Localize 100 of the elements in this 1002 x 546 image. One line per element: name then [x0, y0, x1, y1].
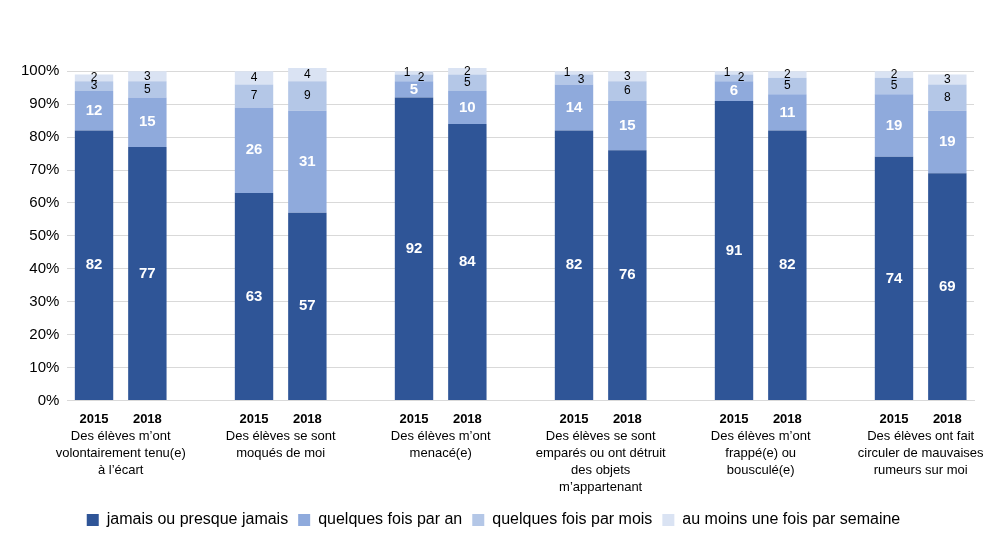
- data-label: 82: [779, 255, 796, 273]
- bar: [554, 84, 594, 131]
- data-label: 3: [624, 68, 631, 83]
- data-label: 3: [943, 71, 951, 86]
- bar: [608, 81, 647, 101]
- data-label: 9: [304, 88, 312, 103]
- data-label: 82: [565, 255, 583, 273]
- data-label: 74: [885, 268, 903, 286]
- y-tick-label: 70%: [29, 160, 60, 178]
- bar: [768, 130, 807, 400]
- data-label: 84: [459, 252, 477, 270]
- data-label: 5: [784, 78, 791, 93]
- data-label: 5: [144, 81, 152, 96]
- data-label: 1: [723, 65, 731, 80]
- x-tick-label: 2015: [239, 410, 269, 426]
- bar: [234, 71, 274, 85]
- x-tick-label: 2015: [559, 410, 589, 426]
- data-label: 10: [459, 97, 476, 115]
- bar: [714, 100, 754, 400]
- data-label: 11: [779, 102, 796, 120]
- data-label: 1: [563, 65, 571, 80]
- bar: [928, 110, 967, 174]
- data-label: 31: [299, 151, 316, 169]
- x-tick-label: 2018: [932, 410, 962, 426]
- bar: [128, 146, 167, 400]
- legend-label: quelques fois par an: [318, 510, 463, 528]
- data-label: 5: [464, 75, 472, 90]
- bar: [74, 130, 114, 400]
- data-label: 3: [144, 68, 152, 83]
- y-tick-label: 90%: [29, 94, 60, 112]
- data-label: 4: [304, 66, 312, 81]
- bar: [288, 212, 327, 400]
- y-tick-label: 20%: [29, 324, 60, 342]
- data-label: 1: [403, 65, 411, 80]
- x-tick-label: 2015: [879, 410, 909, 426]
- bar: [608, 71, 647, 82]
- y-tick-label: 100%: [20, 61, 60, 79]
- bar: [874, 71, 914, 78]
- bar: [234, 107, 274, 194]
- data-label: 77: [139, 263, 156, 281]
- bar: [928, 173, 967, 400]
- data-label: 6: [729, 81, 739, 99]
- bar: [288, 68, 327, 82]
- y-tick-label: 30%: [29, 291, 60, 309]
- data-label: 15: [619, 115, 636, 133]
- bar: [768, 71, 807, 78]
- bar: [448, 68, 487, 75]
- y-tick-label: 60%: [29, 193, 60, 211]
- x-tick-label: 2015: [399, 410, 429, 426]
- data-label: 3: [577, 71, 585, 86]
- data-label: 2: [737, 70, 745, 85]
- text: Des élèves se sont moqués de moi: [225, 428, 336, 461]
- data-label: 5: [890, 78, 898, 93]
- text: Des élèves m’ont volontairement tenu(e) à l’écart: [55, 428, 186, 478]
- data-label: 2: [464, 63, 472, 78]
- y-tick-label: 50%: [29, 225, 60, 243]
- bar: [74, 91, 114, 131]
- bar: [234, 193, 274, 400]
- data-label: 57: [299, 296, 316, 314]
- legend-label: quelques fois par mois: [492, 510, 653, 528]
- bar: [128, 81, 167, 98]
- data-label: 92: [405, 238, 423, 256]
- data-label: 12: [85, 100, 103, 118]
- data-label: 2: [417, 70, 425, 85]
- x-tick-label: 2018: [292, 410, 322, 426]
- x-tick-label: 2018: [612, 410, 642, 426]
- data-label: 69: [938, 276, 956, 294]
- x-tick-label: 2015: [719, 410, 749, 426]
- data-label: 5: [409, 79, 419, 97]
- bar: [128, 97, 167, 147]
- text: Des élèves ont fait circuler de mauvaises rumeurs sur moi: [857, 428, 985, 478]
- data-label: 8: [943, 89, 951, 104]
- bar: [448, 123, 487, 400]
- data-label: 2: [890, 66, 898, 81]
- y-tick-label: 0%: [37, 390, 60, 408]
- bar: [608, 100, 647, 151]
- bar: [448, 91, 487, 124]
- data-label: 4: [250, 70, 258, 85]
- bar: [554, 130, 594, 400]
- x-tick-label: 2018: [132, 410, 162, 426]
- data-label: 15: [139, 112, 156, 130]
- data-label: 76: [619, 265, 636, 283]
- bar: [768, 94, 807, 131]
- data-label: 6: [624, 83, 631, 98]
- x-tick-label: 2015: [79, 410, 109, 426]
- data-label: 91: [725, 240, 743, 258]
- bar: [288, 81, 327, 111]
- text: Des élèves m’ont menacé(e): [390, 428, 491, 461]
- bar: [768, 77, 807, 95]
- y-tick-label: 80%: [29, 127, 60, 145]
- bar: [448, 74, 487, 92]
- bar: [874, 156, 914, 400]
- data-label: 63: [245, 286, 263, 304]
- data-label: 26: [245, 140, 263, 158]
- bar: [234, 84, 274, 108]
- legend-label: jamais ou presque jamais: [105, 510, 289, 528]
- bar: [714, 81, 754, 101]
- text: Des élèves se sont emparés ou ont détruit des objets m’appartenant: [535, 428, 667, 495]
- bar: [874, 77, 914, 95]
- bar: [928, 84, 967, 111]
